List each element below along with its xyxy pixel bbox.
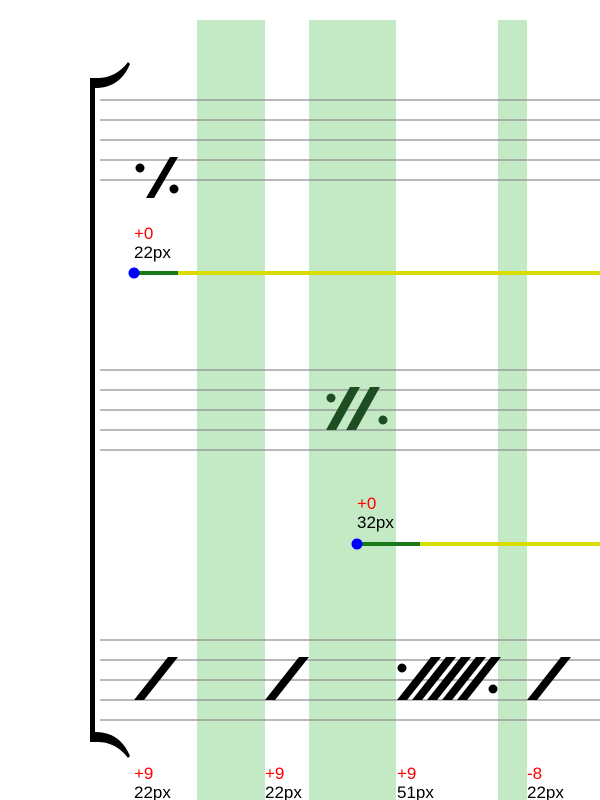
size-label: 22px [265,783,302,800]
one-bar-repeat-icon [135,157,179,198]
size-label: 32px [357,513,394,532]
staff-2-lines [100,369,600,451]
offset-label: +9 [265,764,285,783]
two-bar-repeat-icon [326,387,388,430]
staff-3-lines [100,639,600,721]
staff-1-lines [100,99,600,181]
offset-label: +0 [357,494,377,513]
staff-1-measure-bar [128,267,600,279]
offset-label: -8 [527,764,543,783]
offset-label: +9 [397,764,417,783]
size-label: 22px [134,243,171,262]
size-label: 22px [527,783,564,800]
multi-slash-repeat-icon [397,657,501,700]
anchor-dot [128,267,140,279]
slash-icon [265,657,309,700]
offset-label: +0 [134,224,154,243]
slash-icon [527,657,571,700]
size-label: 51px [397,783,434,800]
size-label: 22px [134,783,171,800]
anchor-dot [351,538,363,550]
offset-label: +9 [134,764,154,783]
staff-2-measure-bar [351,538,600,550]
system-bracket [90,62,130,758]
slash-icon [134,657,178,700]
